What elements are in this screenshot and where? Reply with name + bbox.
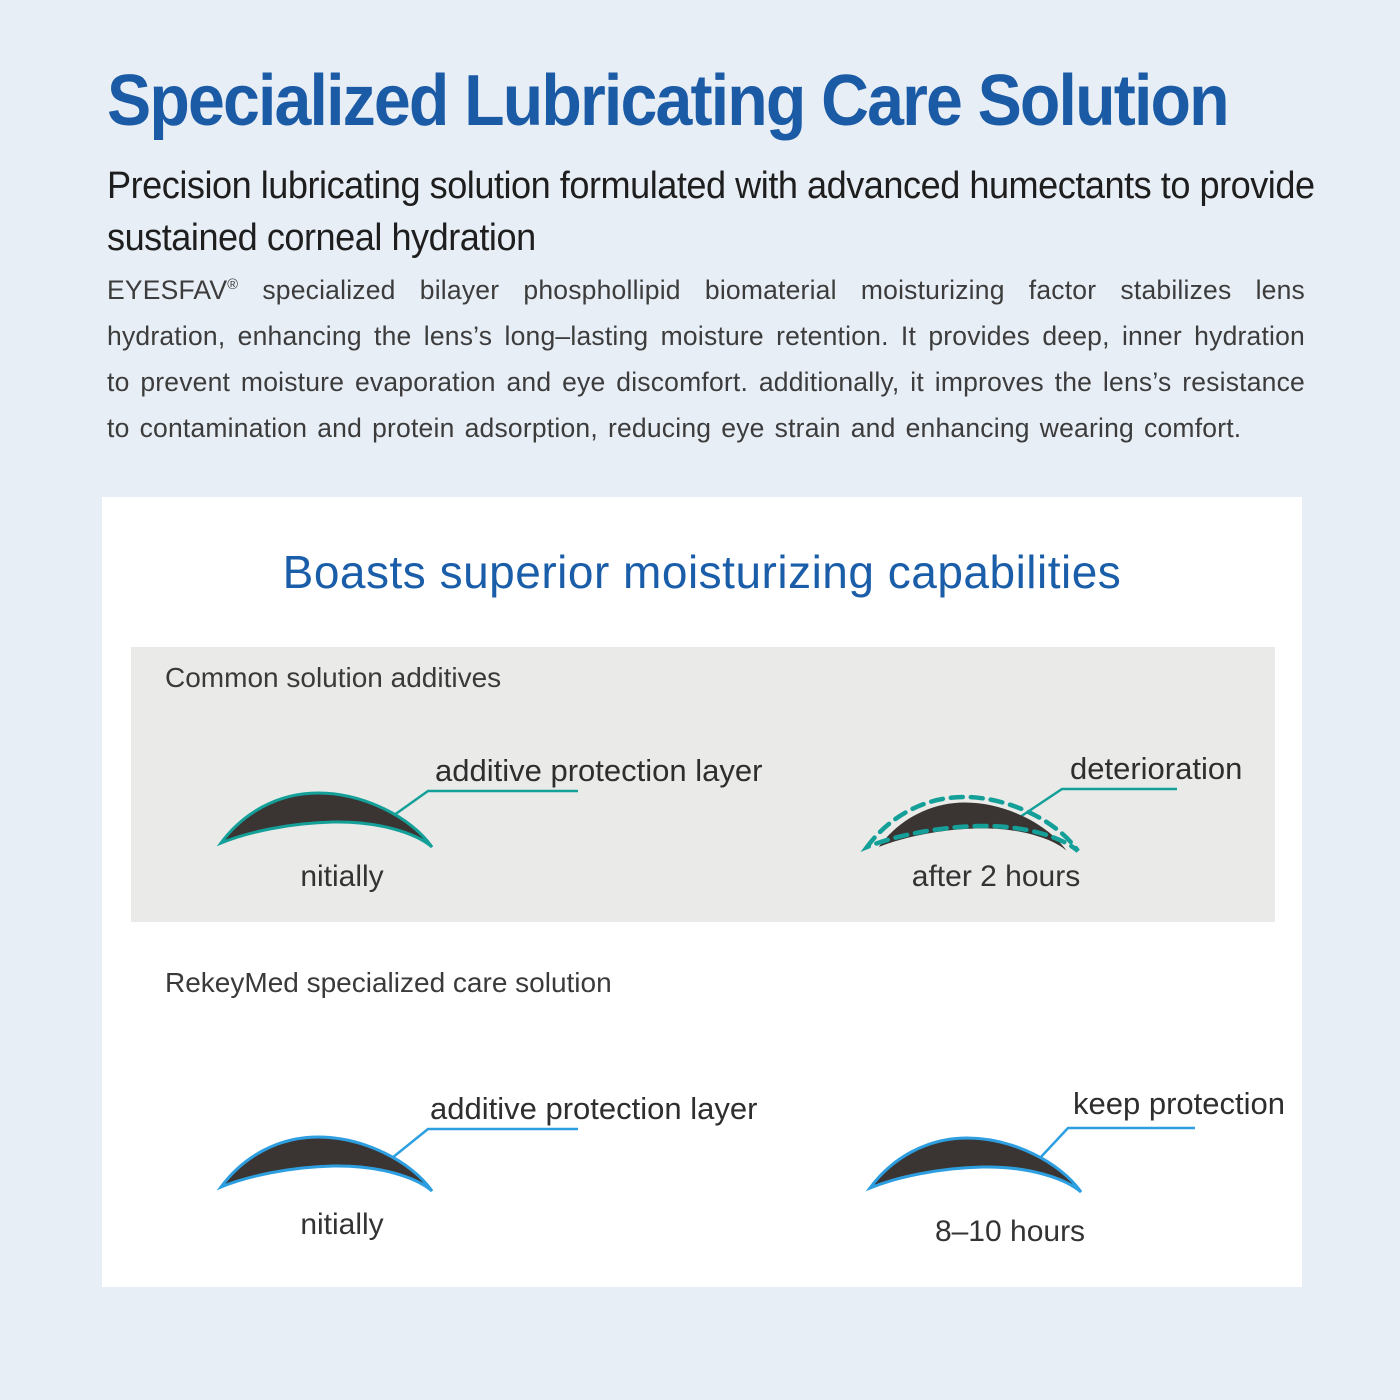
annotation-keep-protection: keep protection [1073, 1086, 1285, 1121]
caption-after-2-hours: after 2 hours [911, 860, 1081, 893]
body-paragraph-text: specialized bilayer phosphollipid biomat… [107, 274, 1305, 443]
lens-dashed-outline [860, 794, 1080, 853]
annotation-deterioration: deterioration [1070, 751, 1243, 786]
leader-line [389, 789, 578, 820]
registered-mark: ® [227, 277, 239, 293]
rekeymed-label: RekeyMed specialized care solution [165, 967, 612, 998]
page-title: Specialized Lubricating Care Solution [107, 61, 1230, 141]
subtitle-line-2: sustained corneal hydration [107, 217, 536, 259]
annotation-additive-protection-layer: additive protection layer [430, 1091, 758, 1126]
caption-initially: nitially [300, 1208, 384, 1241]
brand-name: EYESFAV [107, 274, 228, 305]
lens-common-initial-icon [216, 789, 578, 849]
annotation-additive-protection-layer: additive protection layer [435, 753, 763, 788]
page-subtitle: Precision lubricating solution formulate… [107, 160, 1315, 264]
leader-line [1039, 1126, 1195, 1159]
lens-keep-protection-icon [865, 1126, 1195, 1194]
info-card: Boasts superior moisturizing capabilitie… [102, 497, 1302, 1287]
lens-shape [216, 791, 434, 849]
leader-line [1019, 787, 1177, 819]
common-additives-panel [131, 647, 1275, 922]
lens-deteriorated-icon [860, 787, 1177, 853]
lens-shape [865, 1136, 1083, 1194]
caption-8-10-hours: 8–10 hours [934, 1215, 1086, 1248]
card-title: Boasts superior moisturizing capabilitie… [282, 546, 1122, 598]
common-additives-label: Common solution additives [165, 662, 502, 693]
subtitle-line-1: Precision lubricating solution formulate… [107, 165, 1315, 207]
leader-line [391, 1127, 578, 1159]
body-paragraph: EYESFAV® specialized bilayer phosphollip… [107, 262, 1305, 451]
caption-initially: nitially [300, 860, 384, 893]
lens-rekeymed-initial-icon [216, 1127, 578, 1193]
lens-shape [216, 1135, 434, 1193]
